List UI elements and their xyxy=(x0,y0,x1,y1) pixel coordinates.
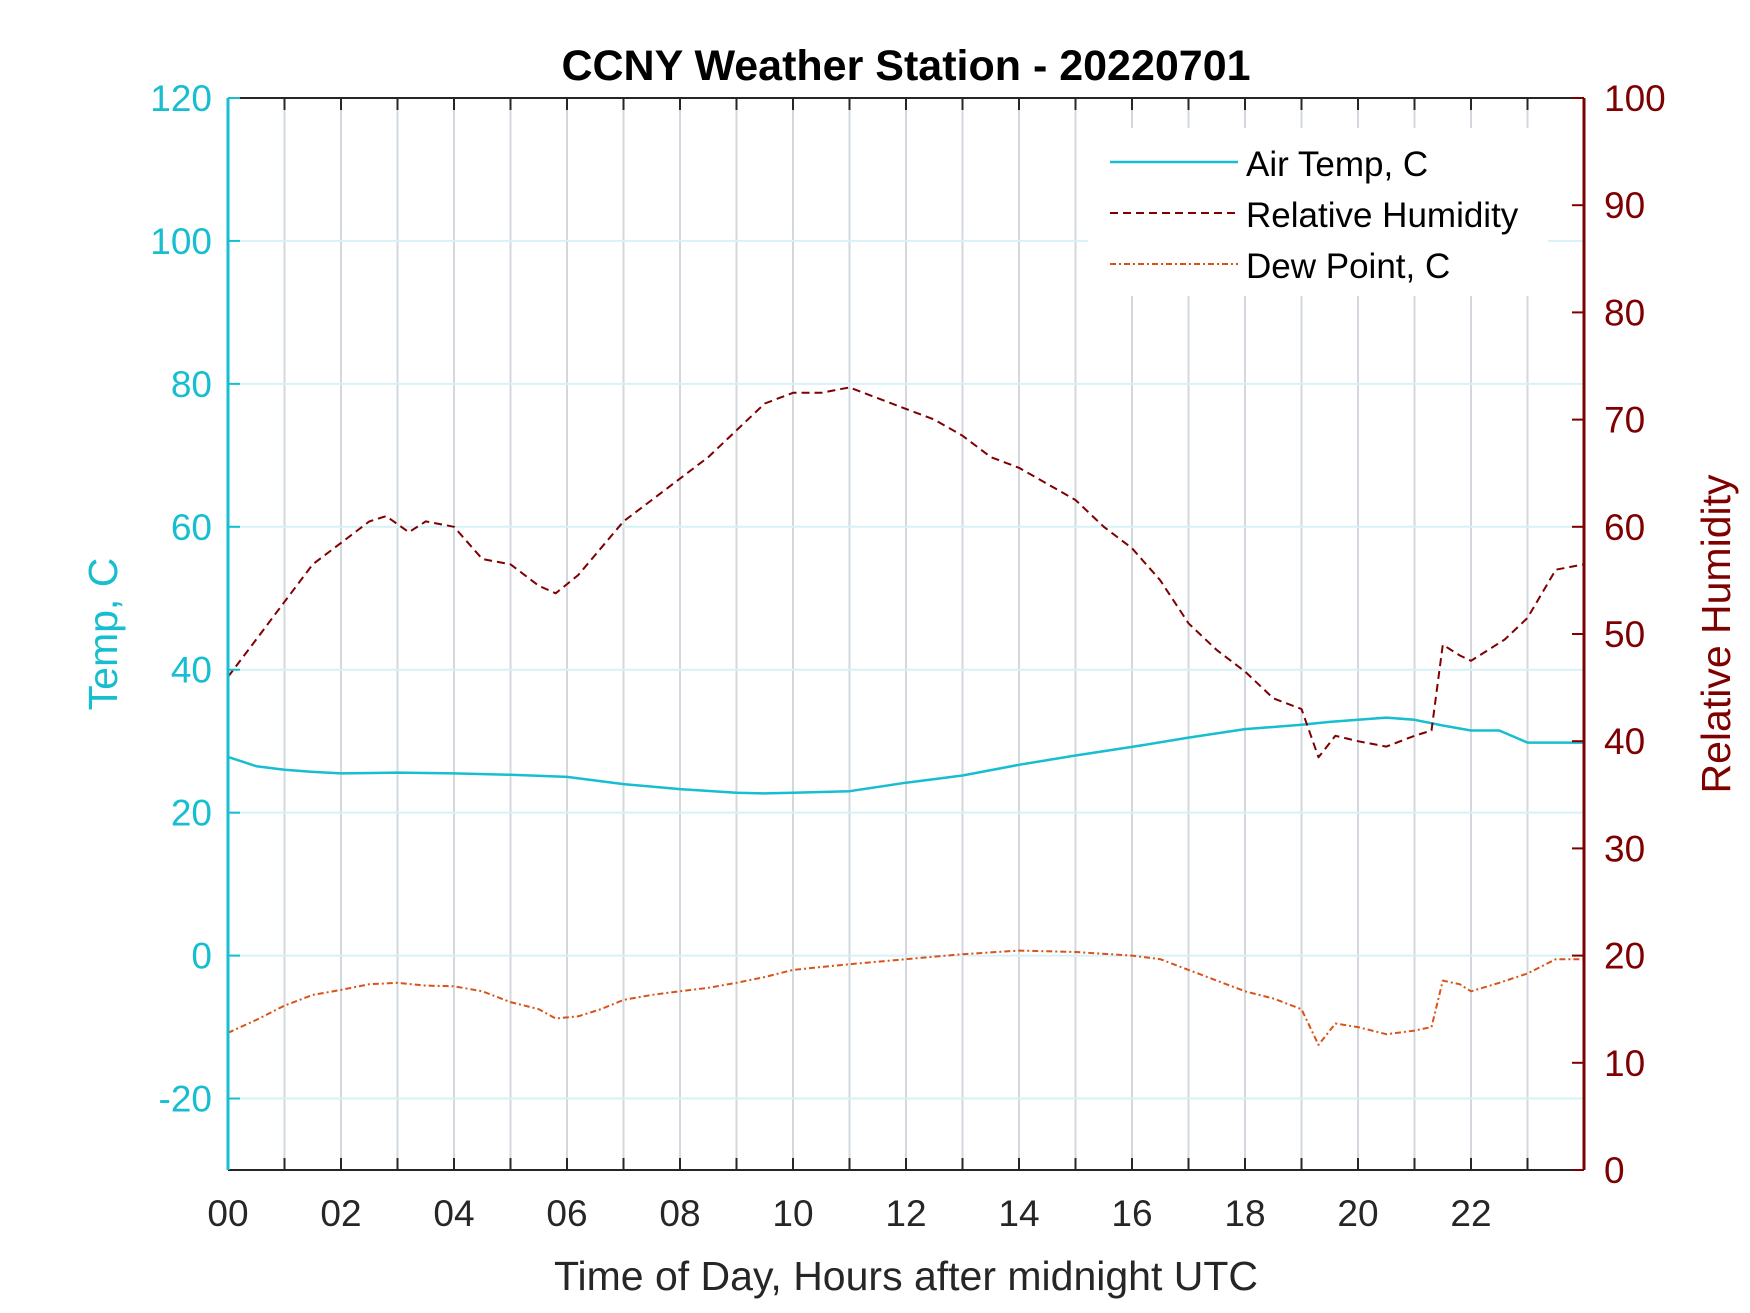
x-tick-label: 10 xyxy=(772,1193,813,1234)
x-tick-label: 00 xyxy=(207,1193,248,1234)
y-right-tick-label: 80 xyxy=(1604,292,1645,333)
y-right-tick-label: 40 xyxy=(1604,721,1645,762)
series-line-relative-humidity xyxy=(227,386,1585,759)
y-left-tick-label: 120 xyxy=(150,78,212,119)
y-left-tick-label: -20 xyxy=(159,1079,212,1120)
x-tick-label: 08 xyxy=(659,1193,700,1234)
y-right-tick-label: 30 xyxy=(1604,828,1645,869)
y-right-tick-label: 100 xyxy=(1604,78,1666,119)
legend: Air Temp, C Relative Humidity Dew Point,… xyxy=(1088,128,1548,296)
y-right-tick-label: 0 xyxy=(1604,1150,1625,1191)
x-tick-label: 18 xyxy=(1224,1193,1265,1234)
y-left-tick-label: 60 xyxy=(171,507,212,548)
x-tick-label: 22 xyxy=(1450,1193,1491,1234)
x-tick-label: 06 xyxy=(546,1193,587,1234)
legend-label-relative-humidity: Relative Humidity xyxy=(1246,196,1519,235)
y-right-tick-label: 60 xyxy=(1604,507,1645,548)
x-tick-label: 14 xyxy=(998,1193,1039,1234)
y-right-tick-label: 50 xyxy=(1604,614,1645,655)
x-tick-label: 16 xyxy=(1111,1193,1152,1234)
grid-layer xyxy=(228,98,1584,1170)
y-axis-right-label: Relative Humidity xyxy=(1693,474,1739,793)
x-tick-label: 02 xyxy=(320,1193,361,1234)
y-left-tick-label: 20 xyxy=(171,793,212,834)
series-layer xyxy=(227,386,1585,1046)
y-right-tick-label: 70 xyxy=(1604,400,1645,441)
chart-title: CCNY Weather Station - 20220701 xyxy=(561,42,1250,90)
y-right-tick-label: 10 xyxy=(1604,1043,1645,1084)
x-tick-label: 04 xyxy=(433,1193,474,1234)
y-right-tick-label: 90 xyxy=(1604,185,1645,226)
series-line-dew-point-c xyxy=(227,949,1584,1046)
x-tick-label: 20 xyxy=(1337,1193,1378,1234)
legend-label-air-temp: Air Temp, C xyxy=(1246,145,1428,184)
y-left-tick-label: 100 xyxy=(150,221,212,262)
y-left-tick-label: 0 xyxy=(191,936,212,977)
series-line-air-temp-c xyxy=(227,716,1584,795)
tick-layer: 00 02 04 06 08 10 12 14 16 18 20 22-200204060801001… xyxy=(150,78,1665,1234)
legend-label-dew-point: Dew Point, C xyxy=(1246,247,1450,286)
x-axis-label: Time of Day, Hours after midnight UTC xyxy=(554,1253,1258,1299)
x-tick-label: 12 xyxy=(885,1193,926,1234)
y-axis-left-label: Temp, C xyxy=(80,558,126,711)
y-left-tick-label: 40 xyxy=(171,650,212,691)
y-right-tick-label: 20 xyxy=(1604,936,1645,977)
y-left-tick-label: 80 xyxy=(171,364,212,405)
